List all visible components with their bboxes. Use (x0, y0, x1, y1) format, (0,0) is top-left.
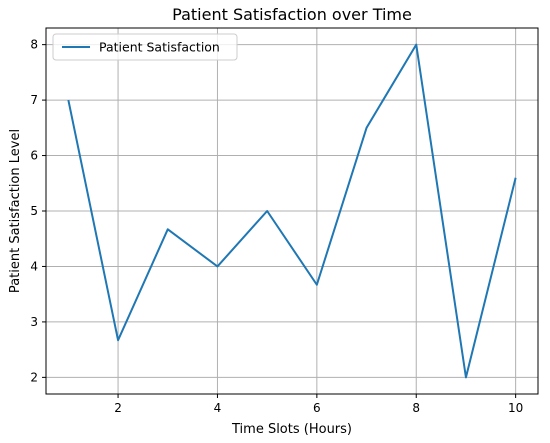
legend-box (52, 33, 238, 61)
y-tick-label: 8 (30, 38, 38, 52)
x-tick-label: 6 (313, 401, 321, 415)
legend: Patient Satisfaction (52, 33, 238, 61)
y-tick-label: 3 (30, 315, 38, 329)
x-tick-label: 2 (114, 401, 122, 415)
y-tick-label: 7 (30, 93, 38, 107)
grid-lines (46, 28, 538, 394)
series-layer (67, 43, 517, 379)
legend-label: Patient Satisfaction (99, 40, 220, 55)
x-axis-ticks: 2 4 6 8 10 (114, 394, 523, 415)
chart-title: Patient Satisfaction over Time (172, 5, 412, 24)
y-tick-label: 5 (30, 204, 38, 218)
x-axis-label: Time Slots (Hours) (231, 422, 352, 437)
y-tick-label: 4 (30, 259, 38, 273)
y-tick-label: 6 (30, 149, 38, 163)
y-axis-label: Patient Satisfaction Level (8, 129, 23, 293)
x-tick-label: 10 (508, 401, 523, 415)
series-line-0 (67, 43, 517, 379)
y-tick-label: 2 (30, 370, 38, 384)
y-axis-ticks: 2 3 4 5 6 7 8 (30, 38, 46, 384)
x-tick-label: 4 (214, 401, 222, 415)
x-tick-label: 8 (412, 401, 420, 415)
